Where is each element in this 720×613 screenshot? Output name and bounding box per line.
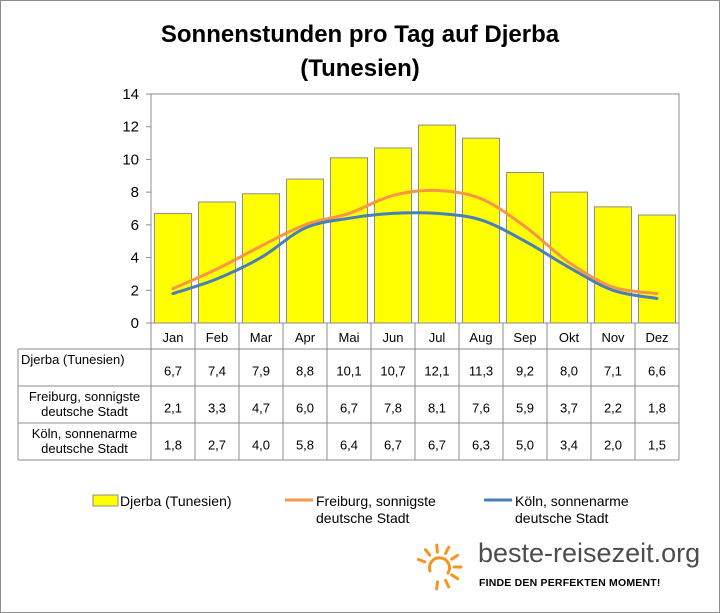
- table-cell-value: 3,3: [208, 401, 226, 416]
- x-category-label: Dez: [645, 330, 668, 345]
- bar-djerba: [154, 212, 192, 324]
- y-tick-label: 8: [131, 184, 139, 201]
- legend-label-freiburg: deutsche Stadt: [316, 510, 410, 526]
- table-cell-value: 6,7: [384, 438, 402, 453]
- table-cell-value: 6,7: [164, 364, 182, 379]
- bar-djerba: [374, 147, 412, 324]
- sun-logo-ray: [444, 545, 451, 556]
- data-table: Jan Feb Mar Apr Mai Jun Jul Aug Sep Okt Nov Dez Djer…: [17, 323, 680, 461]
- x-category-label: Mai: [339, 330, 360, 345]
- legend-swatch-djerba: [92, 494, 119, 507]
- x-category-label: Jun: [383, 330, 404, 345]
- table-cell-value: 4,0: [252, 438, 270, 453]
- table-cell-value: 7,4: [208, 364, 226, 379]
- sun-logo-ray: [444, 578, 451, 589]
- y-tick-label: 14: [122, 86, 139, 103]
- sun-logo-ray: [450, 553, 460, 561]
- sun-logo-ray: [416, 557, 427, 564]
- table-cell-value: 11,3: [469, 364, 493, 379]
- legend: Djerba (Tunesien) Freiburg, sonnigstedeut…: [92, 493, 629, 526]
- line-koeln: [171, 211, 659, 300]
- table-cell-value: 8,1: [428, 401, 446, 416]
- table-cell-value: 3,7: [560, 401, 578, 416]
- table-cell-value: 7,8: [384, 401, 402, 416]
- table-cell-value: 2,1: [164, 401, 182, 416]
- x-category-label: Mar: [250, 330, 273, 345]
- table-cell-value: 1,8: [648, 401, 666, 416]
- y-axis: 0 2 4 6 8 10 12 14: [122, 86, 152, 332]
- y-tick-label: 2: [131, 282, 139, 299]
- x-category-label: Nov: [601, 330, 625, 345]
- table-cell-value: 1,8: [164, 438, 182, 453]
- table-cell-value: 6,7: [340, 401, 358, 416]
- table-cell-value: 10,7: [380, 364, 405, 379]
- legend-label-koeln: Köln, sonnenarme: [515, 493, 629, 509]
- table-cell-value: 6,7: [428, 438, 446, 453]
- y-tick-label: 10: [122, 151, 139, 168]
- y-tick-label: 12: [122, 119, 139, 136]
- sun-logo-arc: [427, 556, 451, 575]
- table-cell-value: 5,9: [516, 401, 534, 416]
- table-cell-value: 6,6: [648, 364, 666, 379]
- table-cell-value: 6,3: [472, 438, 490, 453]
- table-cell-value: 7,1: [604, 364, 622, 379]
- chart-title: Sonnenstunden pro Tag auf Djerba (Tunesi…: [0, 18, 720, 86]
- sun-logo-ray: [423, 548, 432, 557]
- sun-logo-ray: [435, 543, 439, 554]
- table-cell-value: 2,2: [604, 401, 622, 416]
- table-cell-value: 2,7: [208, 438, 226, 453]
- bar-djerba: [462, 137, 500, 324]
- x-category-label: Aug: [469, 330, 492, 345]
- table-row-label: deutsche Stadt: [41, 404, 128, 419]
- legend-label-koeln: deutsche Stadt: [515, 510, 609, 526]
- sun-logo-icon: [416, 543, 463, 591]
- table-cell-value: 5,0: [516, 438, 534, 453]
- y-tick-label: 4: [131, 250, 139, 267]
- bar-djerba: [330, 157, 368, 324]
- bar-djerba: [594, 206, 632, 324]
- table-row-label: deutsche Stadt: [41, 441, 128, 456]
- table-cell-value: 10,1: [336, 364, 361, 379]
- y-tick-label: 6: [131, 217, 139, 234]
- table-cell-value: 4,7: [252, 401, 270, 416]
- line-freiburg: [171, 188, 659, 296]
- table-cell-value: 6,0: [296, 401, 314, 416]
- table-cell-value: 8,8: [296, 364, 314, 379]
- table-row-label: Köln, sonnenarme: [32, 426, 138, 441]
- table-cell-value: 5,8: [296, 438, 314, 453]
- table-cell-value: 1,5: [648, 438, 666, 453]
- table-cell-value: 7,9: [252, 364, 270, 379]
- y-tick-label: 0: [131, 315, 139, 332]
- table-row-label: Freiburg, sonnigste: [29, 389, 140, 404]
- table-cell-value: 2,0: [604, 438, 622, 453]
- x-category-label: Jul: [429, 330, 446, 345]
- bar-djerba: [550, 191, 588, 324]
- table-row-label: Djerba (Tunesien): [21, 352, 125, 367]
- table-cell-value: 9,2: [516, 364, 534, 379]
- bar-djerba: [286, 178, 324, 324]
- table-cell-value: 8,0: [560, 364, 578, 379]
- brand-name[interactable]: beste-reisezeit.org: [478, 538, 701, 568]
- sun-logo-ray: [435, 580, 439, 591]
- table-cell-value: 12,1: [424, 364, 449, 379]
- legend-label-djerba: Djerba (Tunesien): [120, 493, 232, 509]
- x-category-label: Feb: [206, 330, 228, 345]
- x-category-label: Jan: [163, 330, 184, 345]
- bar-djerba: [638, 214, 676, 324]
- chart-title-line-1: Sonnenstunden pro Tag auf Djerba: [160, 21, 560, 48]
- table-cell-value: 7,6: [472, 401, 490, 416]
- x-category-label: Apr: [295, 330, 316, 345]
- table-cell-value: 3,4: [560, 438, 578, 453]
- chart-title-line-2: (Tunesien): [300, 55, 420, 82]
- x-category-label: Sep: [513, 330, 536, 345]
- x-category-label: Okt: [559, 330, 580, 345]
- line-series: [171, 188, 659, 300]
- table-cell-value: 6,4: [340, 438, 358, 453]
- sun-logo-ray: [450, 573, 460, 581]
- bar-djerba: [418, 124, 456, 324]
- legend-label-freiburg: Freiburg, sonnigste: [316, 493, 436, 509]
- bar-series: [154, 124, 676, 324]
- brand-tagline: FINDE DEN PERFEKTEN MOMENT!: [479, 577, 661, 589]
